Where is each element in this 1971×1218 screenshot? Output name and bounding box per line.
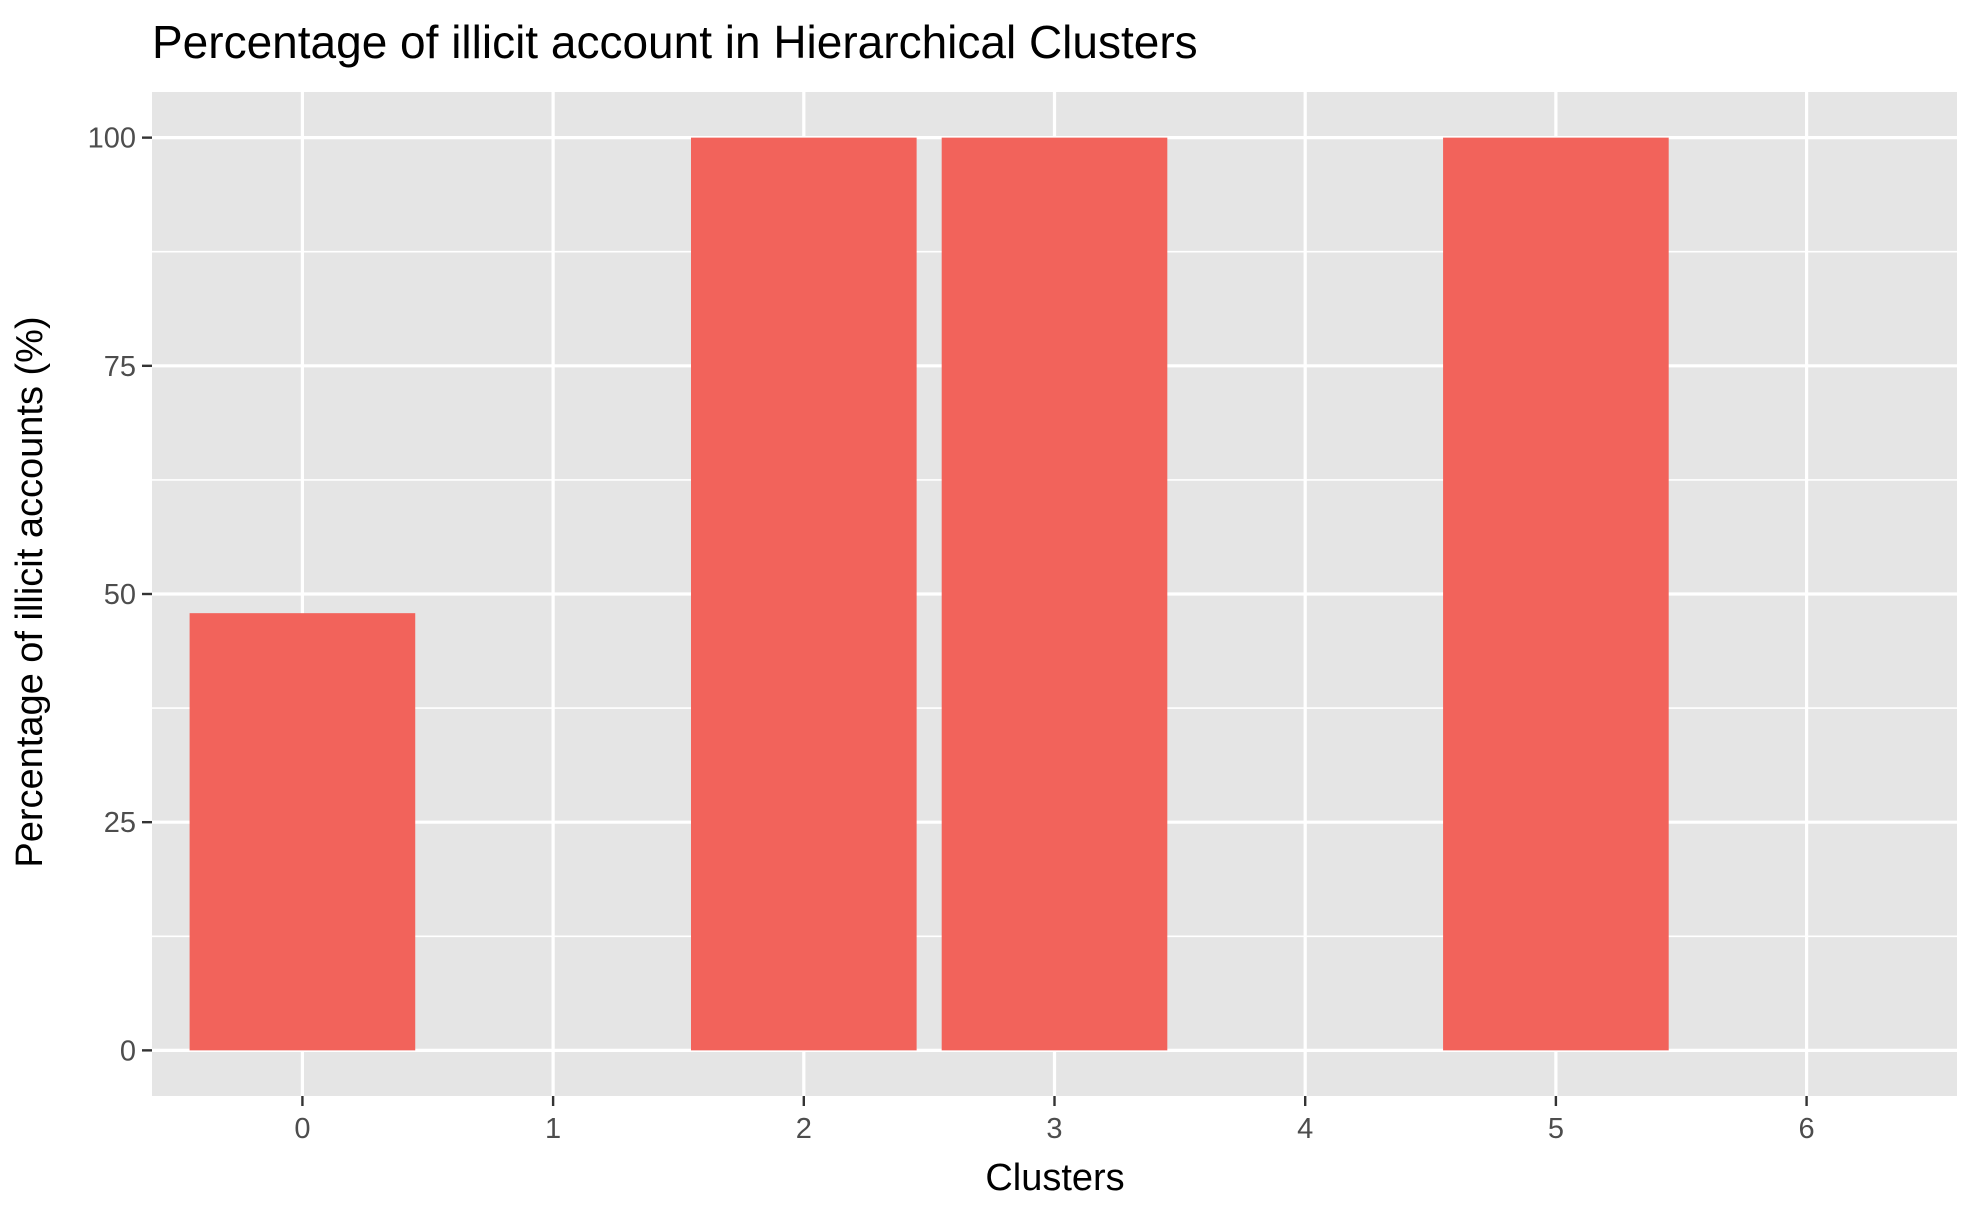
bar-cluster-2 — [690, 137, 917, 1051]
x-tick-label: 2 — [796, 1113, 812, 1145]
x-tick-label: 3 — [1046, 1113, 1062, 1145]
y-axis-title: Percentage of illicit accounts (%) — [9, 316, 51, 867]
y-tick-label: 0 — [120, 1035, 136, 1067]
x-tick-label: 6 — [1799, 1113, 1815, 1145]
x-axis-title: Clusters — [985, 1157, 1124, 1199]
bar-cluster-5 — [1443, 137, 1669, 1051]
bar-cluster-3 — [941, 137, 1168, 1051]
y-tick-label: 50 — [104, 579, 136, 611]
bar-cluster-0 — [189, 613, 416, 1051]
y-tick-label: 25 — [104, 807, 136, 839]
x-tick-label: 5 — [1548, 1113, 1564, 1145]
bars — [189, 137, 1669, 1051]
chart-title: Percentage of illicit account in Hierarc… — [152, 16, 1198, 68]
x-tick-label: 1 — [545, 1113, 561, 1145]
x-tick-label: 4 — [1297, 1113, 1313, 1145]
y-tick-label: 100 — [88, 123, 136, 155]
y-tick-label: 75 — [104, 351, 136, 383]
x-axis: 0 1 2 3 4 5 6 — [294, 1096, 1815, 1145]
x-tick-label: 0 — [294, 1113, 310, 1145]
y-axis: 0 25 50 75 100 — [88, 123, 152, 1067]
